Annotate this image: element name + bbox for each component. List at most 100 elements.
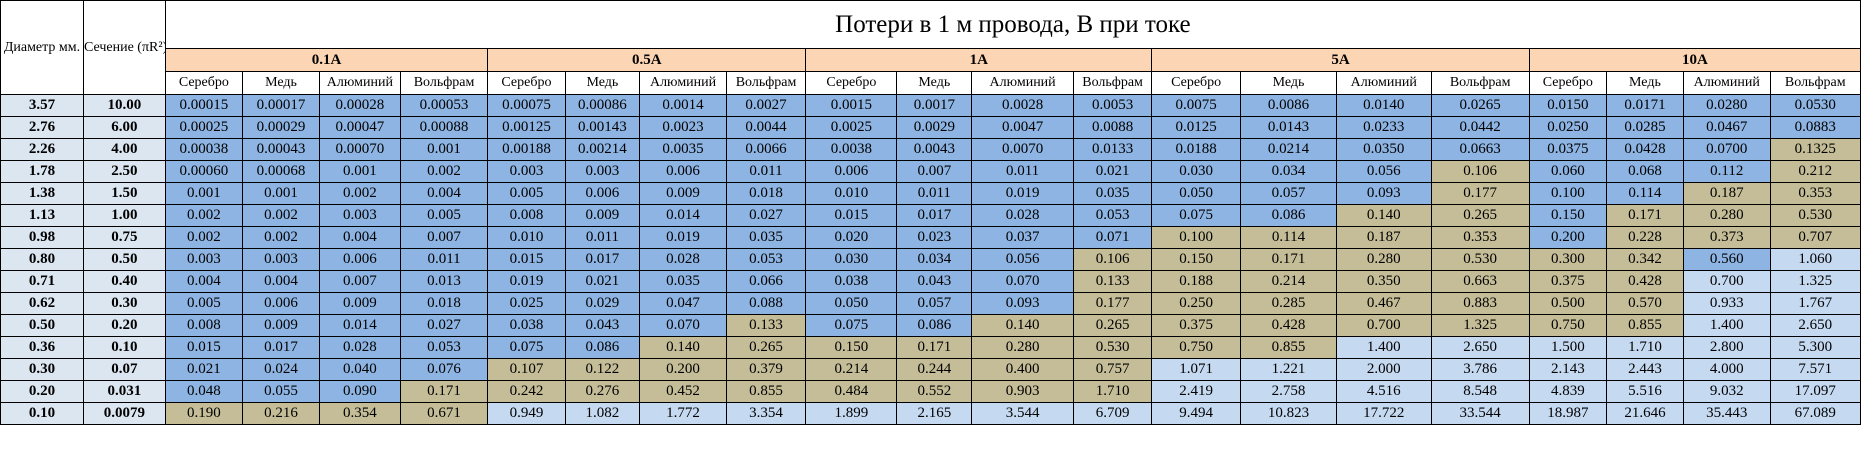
diameter-cell: 0.30 [0, 358, 84, 381]
loss-value-cell: 0.949 [487, 402, 566, 425]
loss-value-cell: 0.0047 [971, 116, 1074, 139]
material-header: Алюминий [971, 71, 1074, 95]
loss-value-cell: 0.002 [164, 226, 243, 249]
table-row: 0.30 0.07 0.021 0.024 0.040 0.076 0.107 0.122 0.… [0, 358, 1862, 381]
material-header: Алюминий [1335, 71, 1432, 95]
loss-value-cell: 0.188 [1151, 270, 1242, 293]
material-header: Медь [241, 71, 321, 95]
loss-value-cell: 1.325 [1430, 314, 1530, 337]
loss-value-cell: 1.060 [1769, 248, 1862, 271]
loss-value-cell: 0.0171 [1605, 94, 1685, 117]
current-header: 5A [1151, 48, 1530, 72]
loss-value-cell: 0.004 [319, 226, 401, 249]
loss-value-cell: 0.0133 [1072, 138, 1153, 161]
loss-value-cell: 0.020 [805, 226, 898, 249]
material-header: Серебро [487, 71, 566, 95]
loss-value-cell: 2.165 [896, 402, 973, 425]
material-header: Алюминий [1683, 71, 1771, 95]
loss-value-cell: 0.265 [1072, 314, 1153, 337]
loss-value-cell: 0.280 [1683, 204, 1771, 227]
section-cell: 4.00 [82, 138, 166, 161]
loss-value-cell: 0.066 [725, 270, 807, 293]
loss-value-cell: 0.00053 [399, 94, 489, 117]
loss-value-cell: 0.010 [805, 182, 898, 205]
loss-value-cell: 0.140 [971, 314, 1074, 337]
loss-value-cell: 0.0086 [1240, 94, 1337, 117]
loss-value-cell: 1.899 [805, 402, 898, 425]
loss-value-cell: 0.005 [487, 182, 566, 205]
loss-value-cell: 0.106 [1072, 248, 1153, 271]
loss-value-cell: 0.0088 [1072, 116, 1153, 139]
loss-value-cell: 0.0035 [639, 138, 727, 161]
table-body: 3.57 10.00 0.00015 0.00017 0.00028 0.00053 0.0… [0, 94, 1862, 425]
loss-value-cell: 0.0214 [1240, 138, 1337, 161]
loss-value-cell: 0.009 [241, 314, 321, 337]
loss-value-cell: 0.005 [164, 292, 243, 315]
diameter-cell: 0.50 [0, 314, 84, 337]
loss-value-cell: 1.772 [639, 402, 727, 425]
loss-value-cell: 0.140 [1335, 204, 1432, 227]
loss-value-cell: 0.0044 [725, 116, 807, 139]
material-header: Медь [564, 71, 641, 95]
loss-value-cell: 0.285 [1240, 292, 1337, 315]
loss-value-cell: 0.071 [1072, 226, 1153, 249]
loss-value-cell: 0.070 [639, 314, 727, 337]
current-header-row: 0.1A 0.5A 1A 5A 10A [1, 48, 1862, 72]
loss-value-cell: 0.0125 [1151, 116, 1242, 139]
loss-value-cell: 0.007 [399, 226, 489, 249]
loss-value-cell: 0.002 [399, 160, 489, 183]
loss-value-cell: 0.214 [1240, 270, 1337, 293]
loss-value-cell: 0.350 [1335, 270, 1432, 293]
loss-value-cell: 0.452 [639, 380, 727, 403]
loss-value-cell: 0.086 [896, 314, 973, 337]
loss-value-cell: 5.300 [1769, 336, 1862, 359]
loss-value-cell: 0.0250 [1528, 116, 1607, 139]
loss-value-cell: 0.0442 [1430, 116, 1530, 139]
loss-value-cell: 0.114 [1605, 182, 1685, 205]
loss-value-cell: 0.190 [164, 402, 243, 425]
loss-value-cell: 0.086 [1240, 204, 1337, 227]
table-row: 2.76 6.00 0.00025 0.00029 0.00047 0.00088 0.00… [0, 116, 1862, 139]
loss-value-cell: 0.006 [241, 292, 321, 315]
loss-value-cell: 0.021 [1072, 160, 1153, 183]
diameter-cell: 0.80 [0, 248, 84, 271]
loss-value-cell: 4.839 [1528, 380, 1607, 403]
loss-value-cell: 0.056 [971, 248, 1074, 271]
material-header-row: Серебро Медь Алюминий Вольфрам Серебро Медь Ал… [1, 71, 1862, 95]
table-row: 1.38 1.50 0.001 0.001 0.002 0.004 0.005 0.006 0.… [0, 182, 1862, 205]
loss-value-cell: 0.043 [896, 270, 973, 293]
material-header: Медь [1240, 71, 1337, 95]
loss-value-cell: 33.544 [1430, 402, 1530, 425]
loss-value-cell: 0.090 [319, 380, 401, 403]
loss-value-cell: 0.0070 [971, 138, 1074, 161]
loss-value-cell: 0.0467 [1683, 116, 1771, 139]
loss-value-cell: 0.002 [319, 182, 401, 205]
loss-value-cell: 0.933 [1683, 292, 1771, 315]
loss-value-cell: 0.00075 [487, 94, 566, 117]
loss-value-cell: 0.028 [319, 336, 401, 359]
loss-value-cell: 10.823 [1240, 402, 1337, 425]
section-cell: 10.00 [82, 94, 166, 117]
loss-value-cell: 0.212 [1769, 160, 1862, 183]
section-cell: 2.50 [82, 160, 166, 183]
loss-value-cell: 0.001 [319, 160, 401, 183]
diameter-cell: 1.38 [0, 182, 84, 205]
loss-value-cell: 0.00017 [241, 94, 321, 117]
loss-value-cell: 0.024 [241, 358, 321, 381]
loss-value-cell: 0.375 [1528, 270, 1607, 293]
loss-value-cell: 1.710 [1605, 336, 1685, 359]
section-header: Сечение (πR²), мм2 [82, 0, 166, 95]
loss-value-cell: 0.086 [564, 336, 641, 359]
loss-value-cell: 6.709 [1072, 402, 1153, 425]
loss-value-cell: 5.516 [1605, 380, 1685, 403]
loss-value-cell: 0.038 [805, 270, 898, 293]
current-header: 1A [805, 48, 1153, 72]
wire-loss-table: Диаметр мм. Сечение (πR²), мм2 Потери в … [0, 0, 1862, 425]
loss-value-cell: 0.075 [1151, 204, 1242, 227]
loss-value-cell: 17.722 [1335, 402, 1432, 425]
loss-value-cell: 0.027 [725, 204, 807, 227]
loss-value-cell: 0.004 [399, 182, 489, 205]
loss-value-cell: 0.700 [1335, 314, 1432, 337]
loss-value-cell: 1.500 [1528, 336, 1607, 359]
current-header: 0.5A [487, 48, 807, 72]
